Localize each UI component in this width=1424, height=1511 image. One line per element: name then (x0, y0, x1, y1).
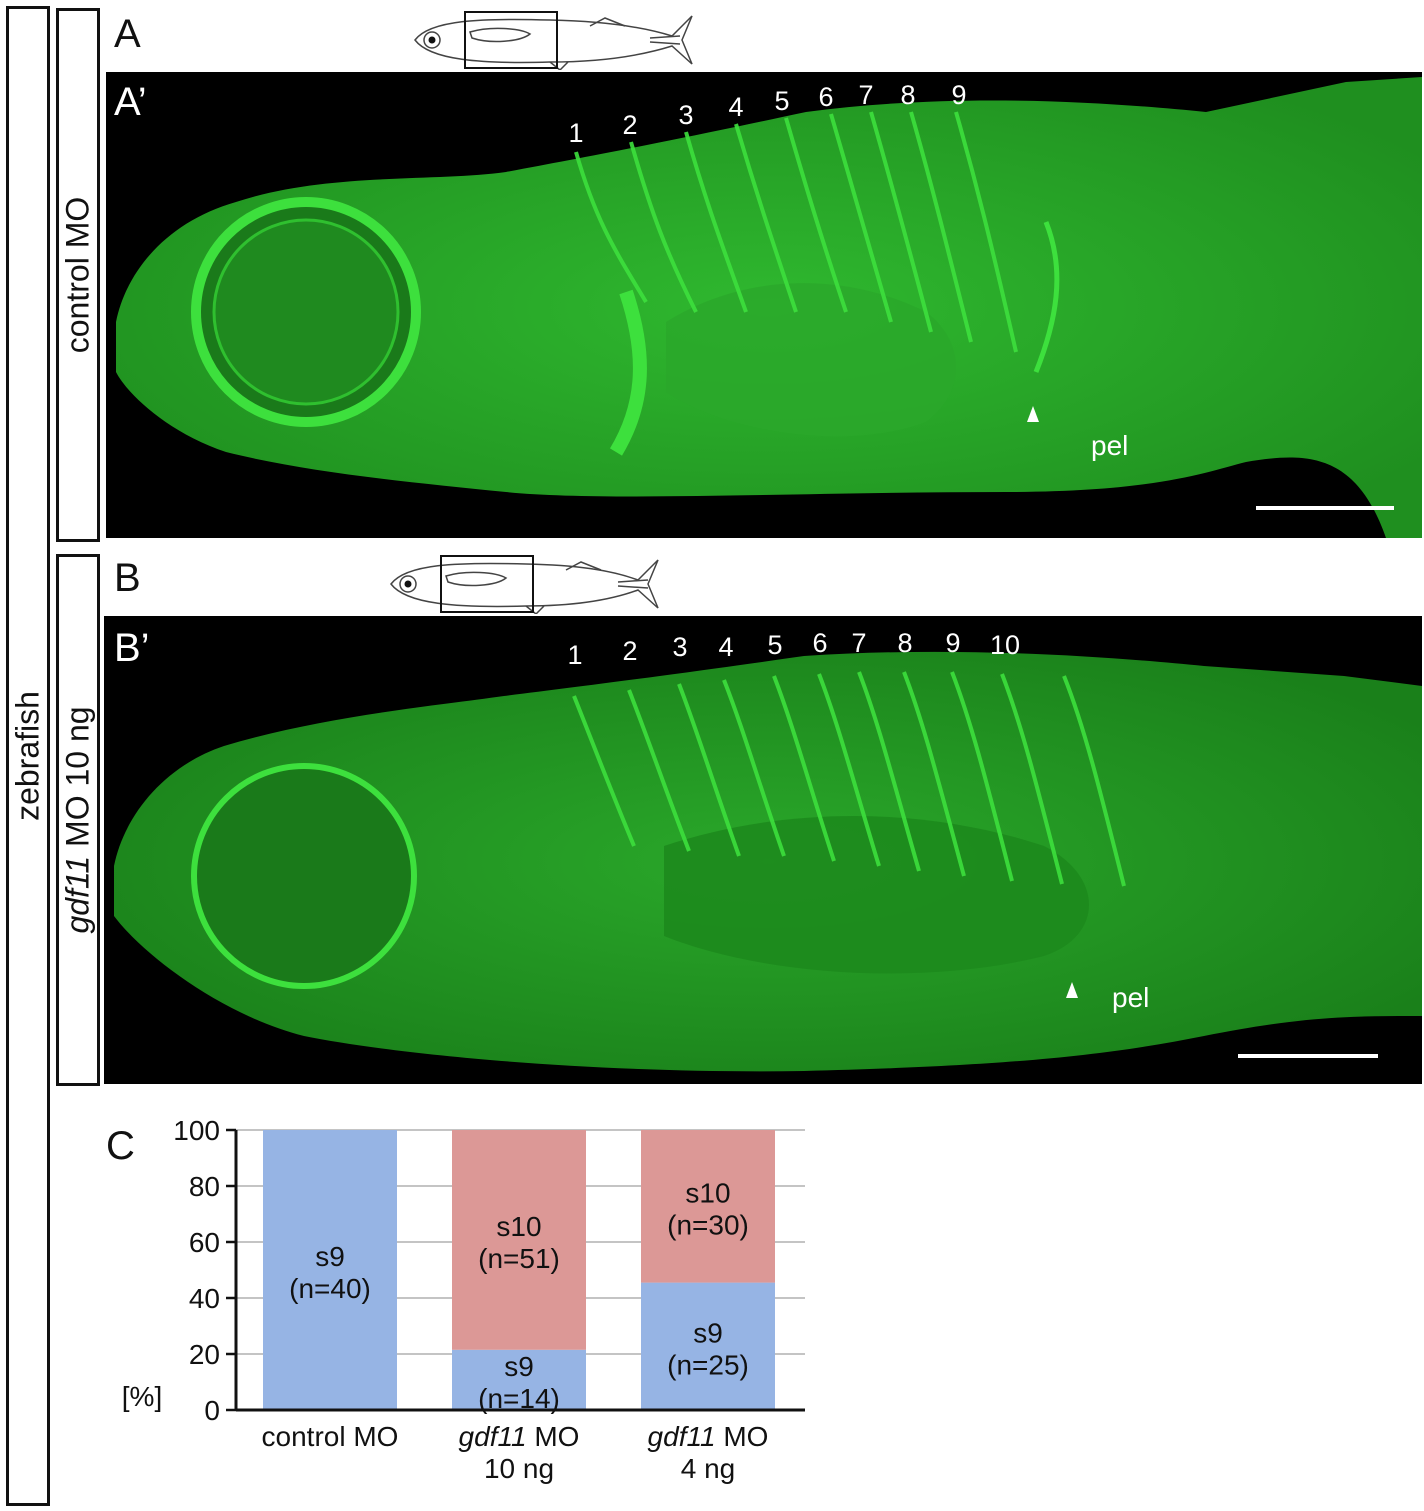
y-tick-label: 80 (189, 1171, 220, 1202)
scale-bar (1256, 506, 1394, 510)
side-label: zebrafish (9, 691, 46, 821)
bar-count-label: (n=51) (478, 1243, 560, 1274)
side-label-box (6, 6, 50, 1506)
panel-b-label: B (114, 556, 141, 600)
y-axis-label: [%] (122, 1381, 162, 1412)
bar-label: s10 (496, 1211, 541, 1242)
fish-schematic-a (414, 11, 693, 70)
vertebra-number: 7 (851, 628, 867, 658)
x-category-label-line2: 10 ng (484, 1453, 554, 1484)
vertebra-number: 1 (567, 640, 583, 670)
vertebra-number: 5 (774, 86, 790, 116)
row-b-label: gdf11 MO 10 ng (59, 706, 96, 934)
bar-count-label: (n=30) (667, 1209, 749, 1240)
panel-a-prime-label: A’ (114, 80, 147, 124)
panel-b-prime-label: B’ (114, 626, 150, 670)
vertebra-number: 4 (728, 92, 744, 122)
vertebra-number: 9 (951, 80, 967, 110)
vertebra-number: 9 (945, 628, 961, 658)
bar-label: s9 (693, 1317, 723, 1348)
vertebra-number: 3 (672, 632, 688, 662)
vertebra-number: 8 (897, 628, 913, 658)
vertebra-number: 1 (568, 118, 584, 148)
vertebra-number: 8 (900, 80, 916, 110)
vertebra-number: 5 (767, 630, 783, 660)
bar-segment-s10 (641, 1130, 775, 1283)
bar-segment-s9 (263, 1130, 397, 1410)
y-tick-label: 20 (189, 1339, 220, 1370)
bar-label: s10 (685, 1177, 730, 1208)
vertebra-number: 6 (818, 82, 834, 112)
panel-a-label: A (114, 12, 141, 56)
bar-segment-s9 (641, 1282, 775, 1410)
y-tick-label: 40 (189, 1283, 220, 1314)
pelvic-fin-arrowhead (1027, 406, 1039, 422)
fish-schematic-b (390, 555, 659, 614)
x-category-label-line2: 4 ng (681, 1453, 736, 1484)
fluorescence-image-b: 1 2 3 4 5 6 7 8 9 10 pel (104, 616, 1422, 1084)
bar-label: s9 (315, 1241, 345, 1272)
bar-segment-s10 (452, 1130, 586, 1350)
vertebra-number: 4 (718, 632, 734, 662)
bar-count-label: (n=25) (667, 1349, 749, 1380)
row-a-label-box (56, 8, 100, 542)
vertebra-number: 7 (858, 80, 874, 110)
vertebra-number: 2 (622, 110, 638, 140)
pelvic-fin-arrowhead (1066, 982, 1078, 998)
bar-count-label: (n=40) (289, 1273, 371, 1304)
x-category-label: gdf11 MO (459, 1421, 580, 1452)
bar-label: s9 (504, 1351, 534, 1382)
panel-c-label: C (106, 1124, 135, 1168)
y-tick-label: 60 (189, 1227, 220, 1258)
row-b-label-box (56, 554, 100, 1086)
vertebra-number: 6 (812, 628, 828, 658)
pelvic-fin-label: pel (1112, 982, 1150, 1013)
vertebra-number: 2 (622, 636, 638, 666)
x-category-label: gdf11 MO (648, 1421, 769, 1452)
vertebra-number: 10 (989, 630, 1021, 660)
pelvic-fin-label: pel (1091, 430, 1129, 461)
fluorescence-image-a: 1 2 3 4 5 6 7 8 9 pel (106, 72, 1422, 538)
scale-bar (1238, 1054, 1378, 1058)
bar-segment-s9 (452, 1349, 586, 1410)
vertebra-number: 3 (678, 100, 694, 130)
x-category-label: control MO (262, 1421, 399, 1452)
y-tick-label: 100 (173, 1115, 220, 1146)
y-tick-label: 0 (204, 1395, 220, 1426)
row-a-label: control MO (59, 196, 96, 354)
